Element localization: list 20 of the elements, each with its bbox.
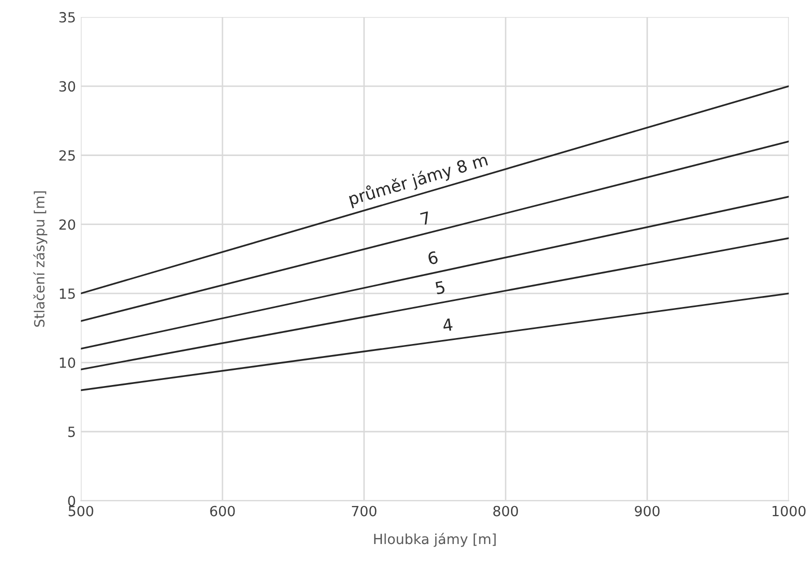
y-tick-label: 35 bbox=[59, 12, 75, 23]
y-tick-label: 5 bbox=[68, 426, 75, 438]
y-tick-label: 10 bbox=[60, 358, 76, 368]
x-tick-label: 500 bbox=[68, 506, 94, 516]
y-tick-label: 30 bbox=[59, 81, 76, 92]
x-tick-label: 600 bbox=[210, 506, 235, 516]
y-tick-label: 15 bbox=[60, 288, 75, 299]
x-tick-label: 800 bbox=[493, 506, 518, 516]
y-tick-label: 20 bbox=[59, 219, 76, 230]
y-axis-title: Stlačení zásypu [m] bbox=[33, 191, 48, 327]
x-tick-label: 700 bbox=[352, 506, 376, 516]
y-tick-label: 25 bbox=[59, 150, 75, 161]
x-tick-label: 900 bbox=[634, 506, 660, 516]
text: 4 bbox=[442, 318, 453, 332]
text: 5 bbox=[435, 280, 446, 294]
x-axis-title: Hloubka jámy [m] bbox=[374, 532, 496, 547]
text: 7 bbox=[420, 211, 431, 226]
x-tick-label: 1000 bbox=[772, 506, 806, 516]
y-tick-label: 0 bbox=[68, 496, 76, 506]
text: 6 bbox=[427, 250, 438, 265]
